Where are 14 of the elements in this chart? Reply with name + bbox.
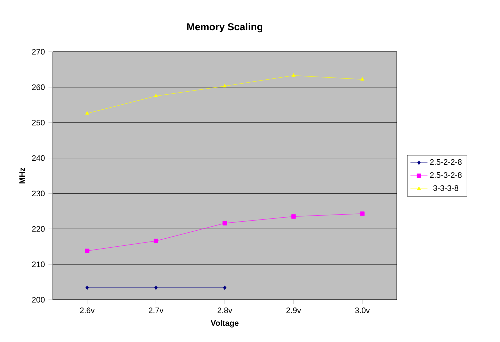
chart-title: Memory Scaling: [187, 23, 263, 33]
point: [360, 212, 365, 216]
point: [154, 94, 158, 98]
point: [223, 84, 227, 88]
point: [223, 286, 227, 290]
point: [360, 77, 365, 81]
point: [292, 214, 296, 219]
point: [292, 74, 296, 77]
point: [86, 286, 90, 290]
point: [85, 111, 90, 115]
point: [154, 238, 158, 244]
point: [85, 248, 90, 254]
point: [154, 286, 158, 290]
point: [222, 221, 228, 226]
